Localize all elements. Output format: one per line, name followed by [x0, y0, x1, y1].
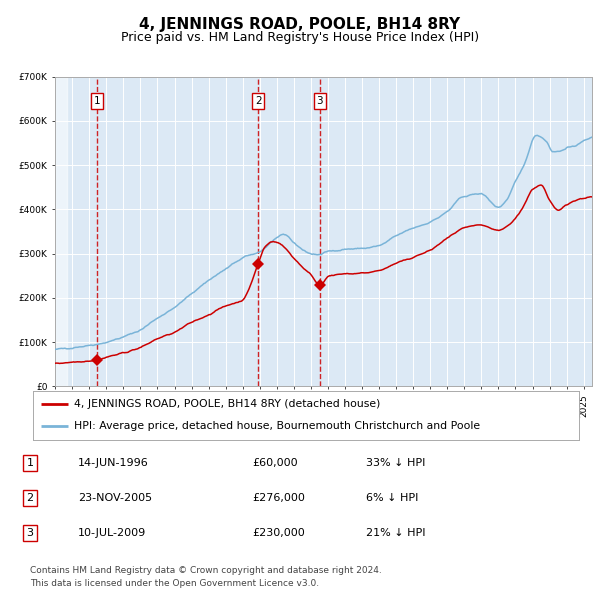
- Text: £60,000: £60,000: [252, 458, 298, 468]
- Bar: [55, 77, 67, 386]
- Text: 2: 2: [255, 96, 262, 106]
- Text: 1: 1: [94, 96, 100, 106]
- Text: 3: 3: [317, 96, 323, 106]
- Text: 3: 3: [26, 528, 34, 538]
- Text: 21% ↓ HPI: 21% ↓ HPI: [366, 528, 425, 538]
- Text: Contains HM Land Registry data © Crown copyright and database right 2024.: Contains HM Land Registry data © Crown c…: [30, 566, 382, 575]
- Text: Price paid vs. HM Land Registry's House Price Index (HPI): Price paid vs. HM Land Registry's House …: [121, 31, 479, 44]
- Text: 14-JUN-1996: 14-JUN-1996: [78, 458, 149, 468]
- Text: 4, JENNINGS ROAD, POOLE, BH14 8RY (detached house): 4, JENNINGS ROAD, POOLE, BH14 8RY (detac…: [74, 399, 380, 409]
- Text: 6% ↓ HPI: 6% ↓ HPI: [366, 493, 418, 503]
- Bar: [55, 77, 67, 386]
- Text: 33% ↓ HPI: 33% ↓ HPI: [366, 458, 425, 468]
- Text: HPI: Average price, detached house, Bournemouth Christchurch and Poole: HPI: Average price, detached house, Bour…: [74, 421, 480, 431]
- Text: £230,000: £230,000: [252, 528, 305, 538]
- Text: 1: 1: [26, 458, 34, 468]
- Text: This data is licensed under the Open Government Licence v3.0.: This data is licensed under the Open Gov…: [30, 579, 319, 588]
- Bar: [584, 77, 592, 386]
- Text: 2: 2: [26, 493, 34, 503]
- Text: £276,000: £276,000: [252, 493, 305, 503]
- Text: 10-JUL-2009: 10-JUL-2009: [78, 528, 146, 538]
- Text: 23-NOV-2005: 23-NOV-2005: [78, 493, 152, 503]
- Text: 4, JENNINGS ROAD, POOLE, BH14 8RY: 4, JENNINGS ROAD, POOLE, BH14 8RY: [139, 17, 461, 31]
